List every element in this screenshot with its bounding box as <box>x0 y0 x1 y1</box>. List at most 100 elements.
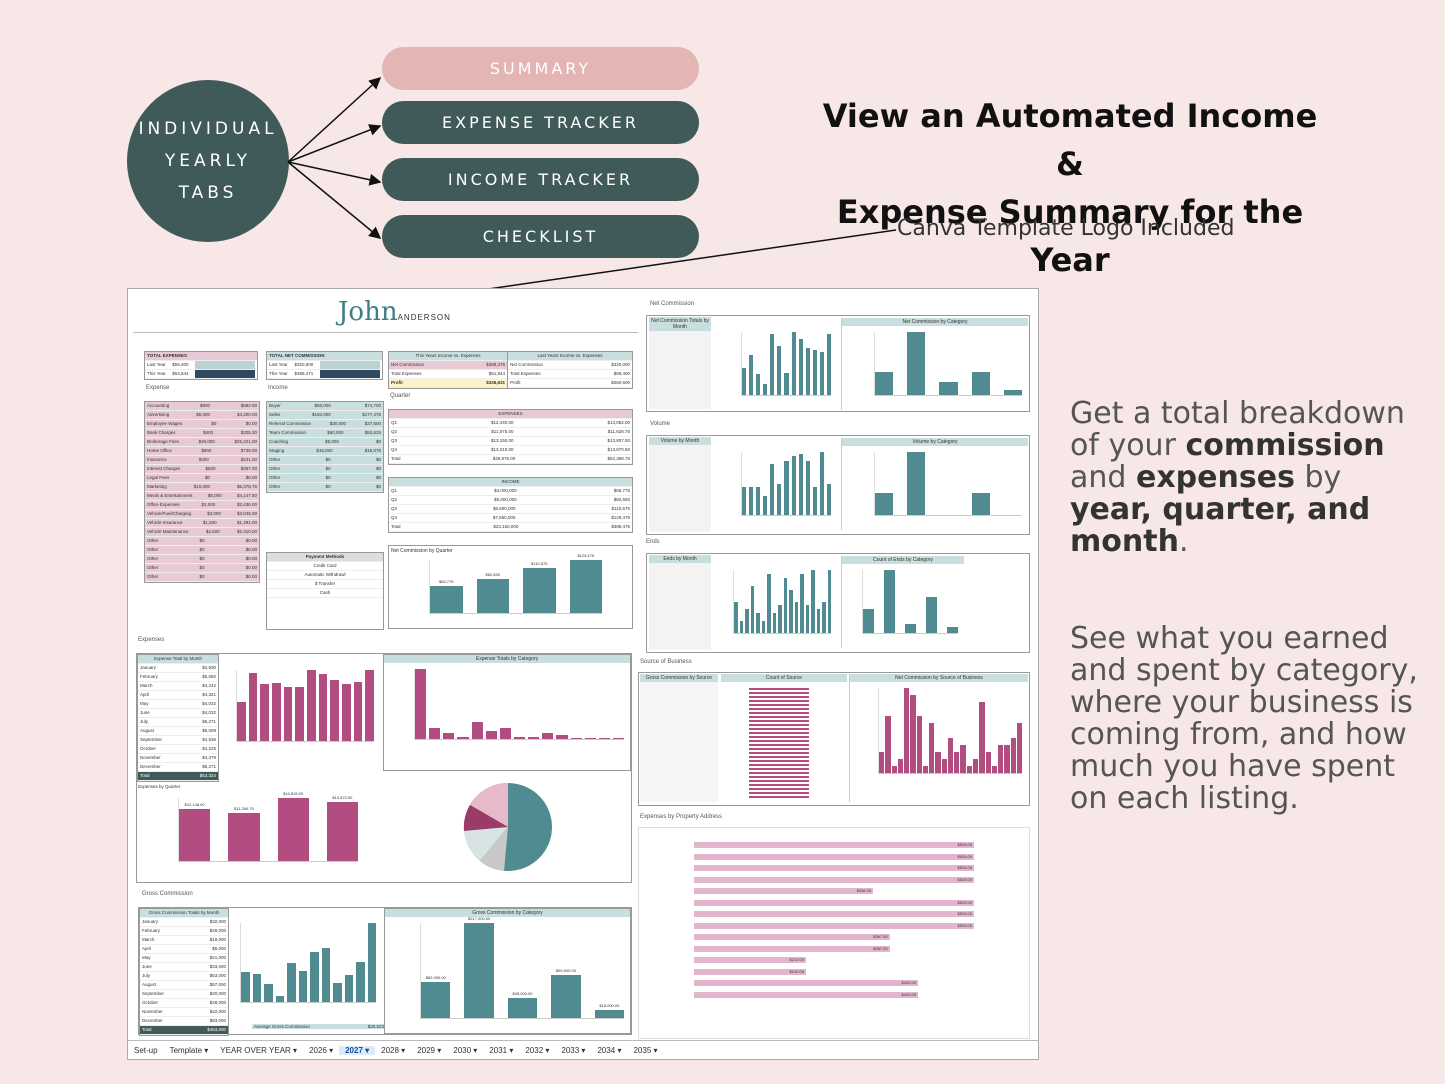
sheet-tab[interactable]: 2028 ▾ <box>381 1045 406 1055</box>
table-row: January $2,930 <box>138 664 218 673</box>
chart-bar <box>884 570 895 633</box>
chart-bar <box>756 613 760 633</box>
chart-bar: $45,000.00 <box>507 991 538 1018</box>
table-row: Vehicle/Fuel/Charging $3,000 $3,045.00 <box>145 510 259 519</box>
bar-label: $110,575 <box>531 560 548 566</box>
bar-label: $11,284.75 <box>234 806 254 812</box>
bar-label: $82,650 <box>485 572 500 578</box>
chart-bar <box>367 923 376 1002</box>
sheet-tab[interactable]: Set-up <box>134 1045 158 1055</box>
chart-bar <box>742 486 747 515</box>
sheet-tab[interactable]: Template ▾ <box>169 1045 209 1055</box>
chart-bar: $82,000.00 <box>421 975 451 1018</box>
headline-line1: View an Automated Income & <box>822 97 1318 183</box>
bar-label: $217,000.00 <box>467 916 491 921</box>
table-row: Coaching $5,000 $0 <box>267 438 383 447</box>
sheet-tab[interactable]: YEAR OVER YEAR ▾ <box>220 1045 298 1055</box>
chart-bar <box>954 751 960 773</box>
net-commission-section-label: Net Commission <box>650 301 695 307</box>
tab-pill-checklist[interactable]: CHECKLIST <box>382 215 699 258</box>
table-row: Total $23,150,000 $388,475 <box>389 523 632 532</box>
table-row: January $32,000 <box>140 918 228 927</box>
chart-bar <box>897 758 904 773</box>
sheet-tab[interactable]: 2034 ▾ <box>597 1045 622 1055</box>
sheet-tab[interactable]: 2030 ▾ <box>453 1045 478 1055</box>
table-row: Bank Charges $400 $325.30 <box>145 429 259 438</box>
chart-bar <box>342 684 351 741</box>
chart-bar <box>457 736 469 739</box>
table-row: Q4 $7,650,000 $129,475 <box>389 514 632 523</box>
property-bar-label: $525.00 <box>957 842 972 847</box>
sheet-tab[interactable]: 2032 ▾ <box>525 1045 550 1055</box>
property-bar: $420.00 <box>694 991 918 998</box>
chart-bar <box>784 461 789 515</box>
chart-bar <box>528 737 540 739</box>
bar-label: $129,475 <box>577 553 595 558</box>
sheet-tab[interactable]: 2027 ▾ <box>339 1045 376 1055</box>
property-bar-label: $367.50 <box>873 945 888 951</box>
net-month-table: Net Commission Totals by Month <box>649 317 711 409</box>
chart-bar <box>805 461 810 515</box>
property-bar: $367.50 <box>694 945 890 952</box>
property-bar-label: $210.00 <box>789 957 804 962</box>
chart-bar <box>812 486 817 515</box>
chart-bar <box>939 381 958 395</box>
this-year-table: This Years Income vs. Expenses Net Commi… <box>388 351 508 389</box>
chart-bar <box>584 738 596 739</box>
sheet-tab[interactable]: 2035 ▾ <box>633 1045 658 1055</box>
table-row: October $4,225 <box>138 745 218 754</box>
chart-bar <box>761 621 765 633</box>
chart-bar <box>826 483 832 515</box>
table-row: June $33,000 <box>140 963 228 972</box>
chart-bar <box>907 452 926 515</box>
property-bar: $525.00 <box>694 911 974 917</box>
ends-category-chart: Count of Ends by Category <box>841 556 964 648</box>
tab-pill-summary[interactable]: SUMMARY <box>382 47 699 90</box>
chart-bar <box>770 334 775 395</box>
chart-bar <box>905 624 916 633</box>
table-row: July $53,000 <box>140 972 228 981</box>
property-bar: $367.50 <box>694 934 890 940</box>
chart-bar <box>794 601 798 633</box>
tab-pill-expense-tracker[interactable]: EXPENSE TRACKER <box>382 101 699 144</box>
income-table: Buyer $60,000 $74,700 Seller $150,000 $177,47… <box>266 401 384 493</box>
chart-bar: $12,146.00 <box>179 802 211 861</box>
table-row: Q3 $6,500,000 $110,575 <box>389 505 632 514</box>
chart-bar <box>471 721 483 739</box>
volume-month-table: Volume by Month <box>649 437 711 532</box>
property-bar: $525.00 <box>694 899 974 906</box>
net-month-chart <box>713 318 837 410</box>
gross-source-table: Gross Commission by Source <box>640 674 718 802</box>
sheet-tab[interactable]: 2026 ▾ <box>309 1045 334 1055</box>
chart-bar <box>763 495 768 515</box>
table-row: Q2 $5,000,000 $82,650 <box>389 496 632 505</box>
chart-bar <box>826 333 832 395</box>
property-bar: $336.25 <box>694 888 874 894</box>
chart-bar <box>298 970 307 1002</box>
sheet-tab-bar: Set-up Template ▾ YEAR OVER YEAR ▾ 2026 ▾ 20… <box>127 1040 1039 1060</box>
sheet-tab[interactable]: 2029 ▾ <box>417 1045 442 1055</box>
table-row: Employee Wages $0 $0.00 <box>145 420 259 429</box>
chart-bar: $13,870.50 <box>326 795 358 861</box>
chart-bar <box>875 493 894 515</box>
property-bar-label: $367.50 <box>873 934 888 939</box>
chart-bar <box>739 621 743 633</box>
chart-bar <box>798 339 803 395</box>
chart-bar <box>863 609 874 633</box>
chart-bar <box>972 758 979 773</box>
sheet-tab[interactable]: 2033 ▾ <box>561 1045 586 1055</box>
tab-pill-income-tracker[interactable]: INCOME TRACKER <box>382 158 699 201</box>
chart-bar <box>875 372 894 395</box>
table-row: Q1 $12,440.00 $13,062.00 <box>389 419 632 428</box>
chart-bar <box>971 493 990 515</box>
chart-bar <box>275 996 284 1002</box>
sheet-tab[interactable]: 2031 ▾ <box>489 1045 514 1055</box>
chart-bar <box>429 727 441 739</box>
chart-bar <box>598 738 610 739</box>
table-row: Buyer $60,000 $74,700 <box>267 402 383 411</box>
gross-average-row: Average Gross Commission $30,523 <box>252 1024 386 1029</box>
table-row: Advertising $6,000 $4,200.00 <box>145 411 259 420</box>
table-row: September $20,000 <box>140 990 228 999</box>
property-bar: $210.00 <box>694 957 806 963</box>
chart-bar <box>971 372 990 395</box>
